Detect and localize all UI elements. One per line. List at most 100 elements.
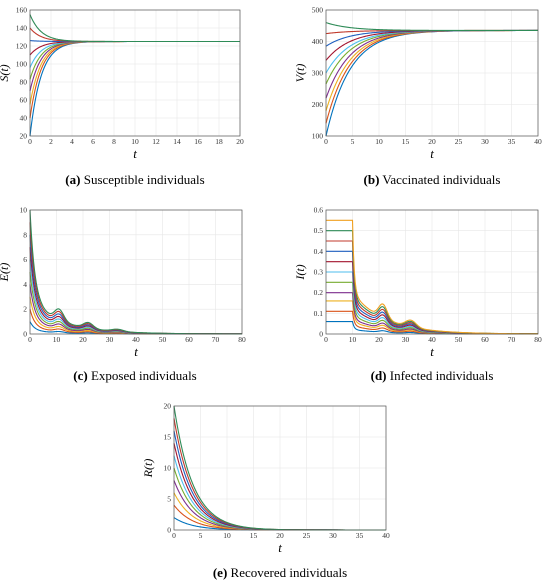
x-tick-label: 25 [303,531,311,540]
panel-caption-text: Vaccinated individuals [379,172,500,187]
x-tick-label: 5 [199,531,203,540]
series-line [326,219,539,335]
x-tick-label: 40 [534,137,542,146]
panel-label: (c) [73,368,87,383]
y-tick-label: 400 [312,37,324,46]
y-tick-label: 5 [167,495,171,504]
panel-caption: (a) Susceptible individuals [65,172,204,187]
axes-frame [173,405,387,531]
x-tick-label: 12 [152,137,160,146]
y-tick-label: 2 [23,305,27,314]
x-tick-label: 10 [349,335,357,344]
x-tick-label: 18 [215,137,223,146]
x-tick-label: 40 [132,335,140,344]
x-axis-label: t [278,540,282,555]
panel-caption: (c) Exposed individuals [73,368,196,383]
y-tick-label: 120 [16,42,28,51]
x-axis-label: t [430,146,434,161]
x-tick-label: 20 [79,335,87,344]
panel-2: 0 5 10 15 20 25 30 35 40 100 200 300 400 500 t V(t) (b) … [293,6,542,188]
panel-label: (d) [371,368,387,383]
panel-caption: (e) Recovered individuals [213,565,347,580]
x-tick-label: 0 [28,335,32,344]
x-tick-label: 50 [455,335,463,344]
x-tick-label: 15 [250,531,258,540]
y-tick-label: 80 [20,78,28,87]
x-tick-label: 16 [194,137,202,146]
x-tick-label: 35 [356,531,364,540]
y-tick-label: 140 [16,24,28,33]
panel-1: 0 2 4 6 8 10 12 14 16 18 20 20 40 60 80 100 120 140 160 t S(… [0,6,244,188]
y-tick-label: 10 [164,464,172,473]
panel-caption-text: Exposed individuals [88,368,197,383]
panel-4: 0 10 20 30 40 50 60 70 80 0 0.1 0.2 0.3 0.4 0.5 0.6 t I(t… [293,206,542,384]
y-tick-label: 0.5 [314,226,324,235]
x-tick-label: 10 [375,137,383,146]
y-tick-label: 8 [23,230,27,239]
x-tick-label: 10 [53,335,61,344]
x-tick-label: 20 [236,137,244,146]
y-tick-label: 40 [20,114,28,123]
panel-caption-text: Infected individuals [387,368,494,383]
y-axis-label: E(t) [0,263,11,283]
x-tick-label: 10 [223,531,231,540]
x-tick-label: 4 [70,137,74,146]
axes-frame [325,9,539,137]
y-tick-label: 200 [312,100,324,109]
panel-3: 0 10 20 30 40 50 60 70 80 0 2 4 6 8 10 t E(t) (c) Exposed… [0,206,246,384]
x-tick-label: 50 [159,335,167,344]
x-tick-label: 80 [238,335,246,344]
x-tick-label: 20 [428,137,436,146]
y-axis-label: V(t) [293,64,307,83]
panel-caption-text: Susceptible individuals [80,172,204,187]
y-tick-label: 6 [23,255,27,264]
y-tick-label: 100 [312,132,324,141]
x-tick-label: 20 [375,335,383,344]
y-tick-label: 0.2 [314,288,324,297]
x-tick-label: 0 [172,531,176,540]
y-tick-label: 4 [23,280,27,289]
x-tick-label: 40 [428,335,436,344]
x-axis-label: t [133,146,137,161]
x-tick-label: 2 [49,137,53,146]
y-axis-label: S(t) [0,64,11,81]
panel-caption: (b) Vaccinated individuals [364,172,501,187]
y-tick-label: 10 [20,206,28,215]
x-tick-label: 60 [481,335,489,344]
y-tick-label: 60 [20,96,28,105]
x-tick-label: 60 [185,335,193,344]
x-tick-label: 30 [106,335,114,344]
y-tick-label: 0.1 [314,309,324,318]
y-tick-label: 0.3 [314,268,324,277]
y-tick-label: 160 [16,6,28,15]
y-tick-label: 15 [164,433,172,442]
panel-label: (a) [65,172,80,187]
panel-label: (b) [364,172,380,187]
x-tick-label: 20 [276,531,284,540]
axes-frame [29,9,241,137]
x-tick-label: 30 [481,137,489,146]
x-tick-label: 70 [212,335,220,344]
y-tick-label: 0 [319,330,323,339]
y-tick-label: 100 [16,60,28,69]
axes-frame [325,209,539,335]
x-tick-label: 0 [324,335,328,344]
x-tick-label: 0 [28,137,32,146]
series-line [325,22,538,32]
x-tick-label: 15 [402,137,410,146]
y-tick-label: 0 [23,330,27,339]
x-tick-label: 10 [131,137,139,146]
y-axis-label: I(t) [293,264,307,280]
panel-label: (e) [213,565,227,580]
x-axis-label: t [134,344,138,359]
y-tick-label: 20 [20,132,28,141]
x-tick-label: 80 [534,335,542,344]
x-tick-label: 35 [508,137,516,146]
x-tick-label: 8 [112,137,116,146]
x-tick-label: 40 [382,531,390,540]
x-tick-label: 30 [402,335,410,344]
x-tick-label: 30 [329,531,337,540]
y-tick-label: 0.6 [314,206,324,215]
y-tick-label: 0 [167,526,171,535]
